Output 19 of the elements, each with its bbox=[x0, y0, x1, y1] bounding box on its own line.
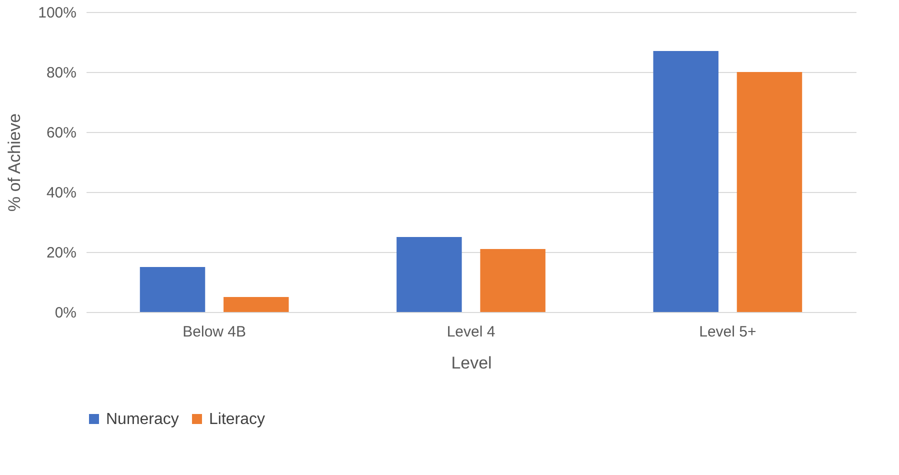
x-tick-label: Level 4 bbox=[446, 324, 496, 340]
x-axis-title: Level bbox=[451, 354, 492, 372]
legend-label: Literacy bbox=[209, 411, 266, 428]
bar bbox=[396, 237, 462, 312]
x-tick-label: Below 4B bbox=[182, 324, 246, 340]
y-tick-label: 100% bbox=[38, 4, 76, 22]
y-axis-title: % of Achieve bbox=[5, 113, 24, 212]
y-tick-label: 20% bbox=[46, 244, 76, 262]
bar bbox=[140, 267, 206, 312]
bar bbox=[480, 249, 546, 312]
bar bbox=[224, 297, 289, 312]
bar bbox=[653, 51, 718, 312]
y-tick-label: 60% bbox=[46, 124, 76, 142]
y-tick-label: 40% bbox=[46, 184, 76, 202]
y-tick-label: 0% bbox=[54, 304, 76, 322]
legend-label: Numeracy bbox=[106, 411, 179, 428]
bar bbox=[736, 72, 802, 312]
x-tick-label: Level 5+ bbox=[699, 324, 756, 340]
y-tick-label: 80% bbox=[46, 64, 76, 82]
